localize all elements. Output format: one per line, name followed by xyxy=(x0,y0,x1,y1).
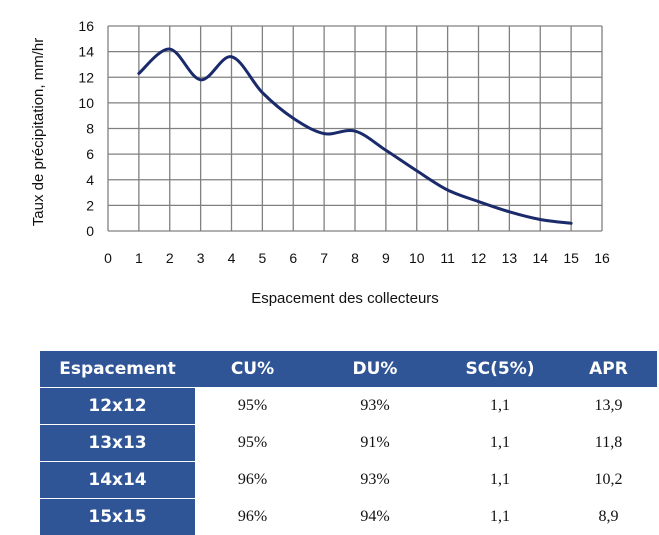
cell-du: 91% xyxy=(310,425,440,462)
y-tick-label: 12 xyxy=(78,69,94,85)
cell-du: 93% xyxy=(310,388,440,425)
header-apr: APR xyxy=(560,351,657,388)
cell-cu: 96% xyxy=(195,499,310,535)
cell-du: 94% xyxy=(310,499,440,535)
x-tick-label: 13 xyxy=(502,250,518,266)
y-tick-label: 16 xyxy=(78,18,94,34)
x-tick-label: 15 xyxy=(563,250,579,266)
header-du: DU% xyxy=(310,351,440,388)
x-tick-label: 16 xyxy=(594,250,610,266)
table-row: 13x13 95% 91% 1,1 11,8 xyxy=(40,425,657,462)
y-tick-label: 8 xyxy=(86,121,94,137)
table-row: 14x14 96% 93% 1,1 10,2 xyxy=(40,462,657,499)
y-axis-label: Taux de précipitation, mm/hr xyxy=(30,38,47,226)
x-tick-label: 6 xyxy=(289,250,297,266)
x-tick-label: 12 xyxy=(471,250,487,266)
row-spacing: 12x12 xyxy=(40,388,195,425)
cell-apr: 13,9 xyxy=(560,388,657,425)
cell-apr: 8,9 xyxy=(560,499,657,535)
y-tick-label: 4 xyxy=(86,172,94,188)
x-tick-label: 14 xyxy=(532,250,548,266)
y-tick-label: 2 xyxy=(86,197,94,213)
table-row: 12x12 95% 93% 1,1 13,9 xyxy=(40,388,657,425)
row-spacing: 14x14 xyxy=(40,462,195,499)
x-tick-label: 10 xyxy=(409,250,425,266)
x-tick-label: 7 xyxy=(320,250,328,266)
y-tick-label: 10 xyxy=(78,95,94,111)
table-header-row: Espacement CU% DU% SC(5%) APR xyxy=(40,351,657,388)
x-tick-label: 1 xyxy=(135,250,143,266)
chart-grid xyxy=(108,26,602,231)
header-espacement: Espacement xyxy=(40,351,195,388)
cell-sc: 1,1 xyxy=(440,499,560,535)
x-tick-label: 5 xyxy=(258,250,266,266)
cell-cu: 95% xyxy=(195,388,310,425)
x-axis-label: Espacement des collecteurs xyxy=(251,290,439,307)
cell-sc: 1,1 xyxy=(440,425,560,462)
x-tick-label: 11 xyxy=(440,250,455,266)
x-tick-label: 2 xyxy=(166,250,174,266)
row-spacing: 15x15 xyxy=(40,499,195,535)
cell-cu: 95% xyxy=(195,425,310,462)
cell-apr: 10,2 xyxy=(560,462,657,499)
x-tick-label: 9 xyxy=(382,250,390,266)
results-table: Espacement CU% DU% SC(5%) APR 12x12 95% … xyxy=(40,351,657,535)
x-tick-label: 8 xyxy=(351,250,359,266)
y-tick-label: 14 xyxy=(78,44,94,60)
y-axis-ticks: 0 2 4 6 8 10 12 14 16 xyxy=(78,18,94,239)
header-sc: SC(5%) xyxy=(440,351,560,388)
x-tick-label: 3 xyxy=(197,250,205,266)
cell-du: 93% xyxy=(310,462,440,499)
y-tick-label: 0 xyxy=(86,223,94,239)
y-tick-label: 6 xyxy=(86,146,94,162)
header-cu: CU% xyxy=(195,351,310,388)
cell-cu: 96% xyxy=(195,462,310,499)
x-tick-label: 0 xyxy=(104,250,112,266)
table-row: 15x15 96% 94% 1,1 8,9 xyxy=(40,499,657,535)
x-tick-label: 4 xyxy=(228,250,236,266)
cell-sc: 1,1 xyxy=(440,462,560,499)
row-spacing: 13x13 xyxy=(40,425,195,462)
cell-sc: 1,1 xyxy=(440,388,560,425)
cell-apr: 11,8 xyxy=(560,425,657,462)
